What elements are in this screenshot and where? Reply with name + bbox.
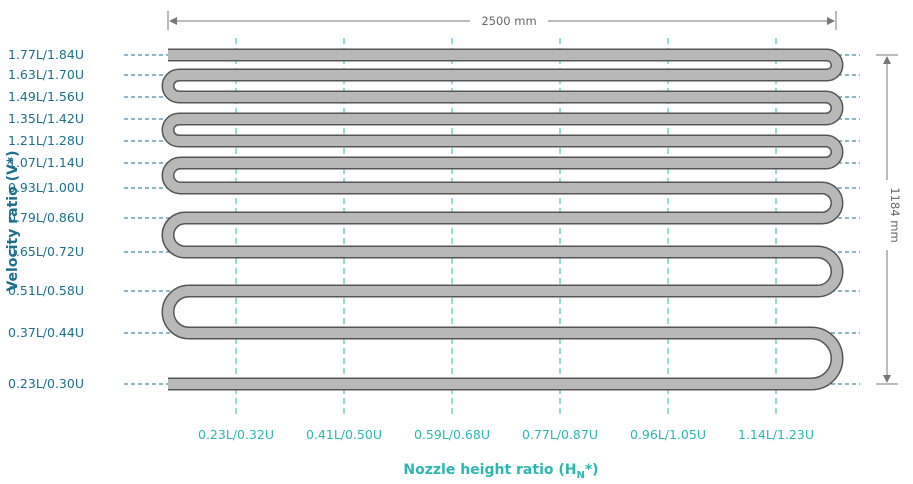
velocity-ratio-label: 1.63L/1.70U [8, 67, 84, 82]
y-axis-title: Velocity ratio (V*) [5, 150, 21, 291]
velocity-ratio-labels: 1.77L/1.84U 1.63L/1.70U 1.49L/1.56U 1.35L/1… [8, 47, 84, 391]
velocity-ratio-label: 1.35L/1.42U [8, 111, 84, 126]
height-dimension: 1184 mm [876, 54, 902, 385]
velocity-ratio-label: 0.37L/0.44U [8, 325, 84, 340]
x-axis-title-subscript: N [576, 470, 584, 481]
nozzle-height-labels: 0.23L/0.32U 0.41L/0.50U 0.59L/0.68U 0.77L/0… [198, 427, 814, 442]
x-axis-title: Nozzle height ratio (HN*) [403, 462, 598, 481]
serpentine-tube [161, 48, 844, 391]
velocity-ratio-label: 1.49L/1.56U [8, 89, 84, 104]
velocity-ratio-label: 0.79L/0.86U [8, 210, 84, 225]
x-axis-title-main: Nozzle height ratio (H [403, 462, 576, 478]
nozzle-height-label: 0.59L/0.68U [414, 427, 490, 442]
velocity-ratio-label: 1.77L/1.84U [8, 47, 84, 62]
nozzle-height-label: 0.23L/0.32U [198, 427, 274, 442]
tube-body [163, 50, 842, 389]
velocity-ratio-label: 0.93L/1.00U [8, 180, 84, 195]
nozzle-height-label: 1.14L/1.23U [738, 427, 814, 442]
nozzle-height-label: 0.41L/0.50U [306, 427, 382, 442]
height-dimension-label: 1184 mm [888, 187, 902, 242]
width-dimension-label: 2500 mm [481, 14, 536, 28]
nozzle-height-label: 0.96L/1.05U [630, 427, 706, 442]
velocity-ratio-label: 1.21L/1.28U [8, 133, 84, 148]
nozzle-height-label: 0.77L/0.87U [522, 427, 598, 442]
width-dimension: 2500 mm [167, 11, 837, 30]
x-axis-title-end: *) [585, 462, 599, 478]
velocity-ratio-label: 0.51L/0.58U [8, 283, 84, 298]
velocity-ratio-label: 0.65L/0.72U [8, 244, 84, 259]
velocity-ratio-label: 0.23L/0.30U [8, 376, 84, 391]
velocity-ratio-label: 1.07L/1.14U [8, 155, 84, 170]
